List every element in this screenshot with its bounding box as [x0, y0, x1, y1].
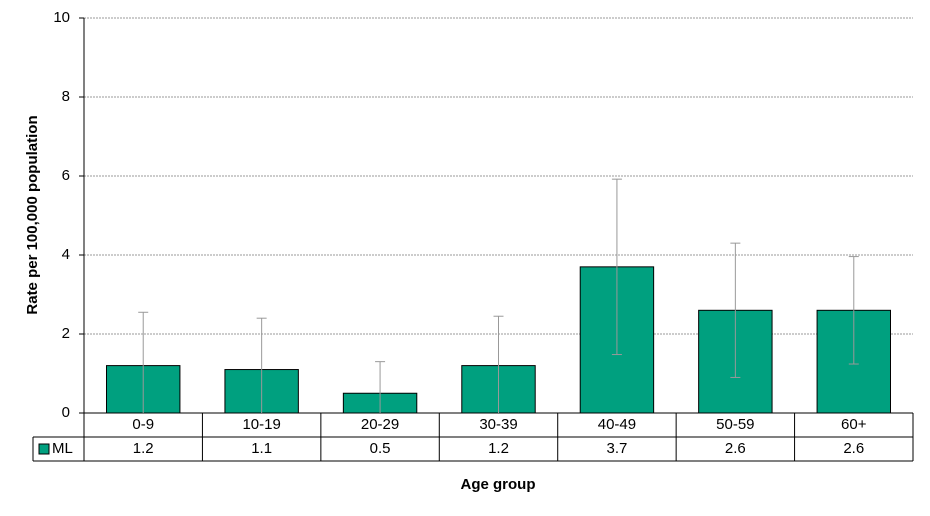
- error-bar: [375, 361, 386, 413]
- x-tick-label: 30-39: [479, 416, 517, 433]
- y-tick-label: 8: [62, 88, 70, 105]
- x-tick-label: 0-9: [132, 416, 154, 433]
- error-bar: [138, 311, 149, 413]
- table-value: 0.5: [370, 440, 391, 457]
- error-bar: [256, 317, 267, 413]
- legend-label: ML: [52, 440, 73, 457]
- x-tick-label: 60+: [841, 416, 867, 433]
- y-tick-label: 10: [53, 9, 70, 26]
- table-value: 2.6: [843, 440, 864, 457]
- y-tick-label: 0: [62, 404, 70, 421]
- legend-swatch: [38, 443, 50, 455]
- table-value: 3.7: [606, 440, 627, 457]
- table-value: 1.1: [251, 440, 272, 457]
- x-tick-label: 10-19: [242, 416, 280, 433]
- x-tick-label: 40-49: [598, 416, 636, 433]
- table-value: 1.2: [488, 440, 509, 457]
- x-axis-title: Age group: [461, 476, 536, 493]
- error-bar: [848, 256, 859, 365]
- table-value: 1.2: [133, 440, 154, 457]
- error-bar: [611, 178, 622, 356]
- error-bar: [730, 242, 741, 378]
- y-axis-title: Rate per 100,000 population: [24, 115, 41, 314]
- table-value: 2.6: [725, 440, 746, 457]
- x-tick-label: 50-59: [716, 416, 754, 433]
- error-bar: [493, 315, 504, 413]
- x-tick-label: 20-29: [361, 416, 399, 433]
- y-tick-label: 6: [62, 167, 70, 184]
- y-tick-label: 2: [62, 325, 70, 342]
- y-tick-label: 4: [62, 246, 70, 263]
